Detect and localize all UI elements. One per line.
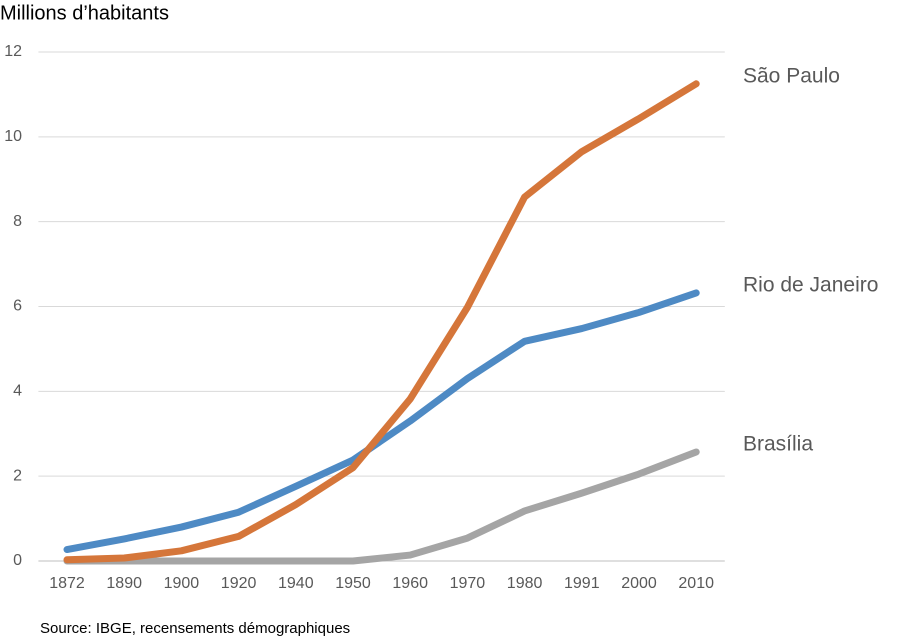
x-tick-label: 1920 [221,575,257,592]
series-line [63,289,700,554]
chart-title: Millions d’habitants [0,2,169,24]
x-tick-label: 1950 [335,575,371,592]
source-note: Source: IBGE, recensements démographique… [40,620,350,637]
y-tick-label: 4 [13,383,22,400]
x-tick-label: 1940 [278,575,314,592]
series-line [63,448,700,565]
series-line [63,80,700,564]
x-tick-label: 1980 [507,575,543,592]
x-tick-label: 1900 [164,575,200,592]
y-tick-label: 10 [4,128,22,145]
x-tick-label: 1960 [392,575,428,592]
y-tick-label: 0 [13,552,22,569]
y-tick-label: 2 [13,467,22,484]
y-tick-label: 6 [13,298,22,315]
legend-label: Rio de Janeiro [743,273,878,296]
x-tick-label: 2010 [678,575,714,592]
legend-label: Brasília [743,433,813,456]
x-tick-label: 2000 [621,575,657,592]
x-tick-label: 1890 [106,575,142,592]
x-tick-label: 1872 [49,575,85,592]
x-tick-label: 1970 [450,575,486,592]
x-tick-label: 1991 [564,575,600,592]
y-tick-label: 12 [4,43,22,60]
y-tick-label: 8 [13,213,22,230]
legend-label: São Paulo [743,64,840,87]
